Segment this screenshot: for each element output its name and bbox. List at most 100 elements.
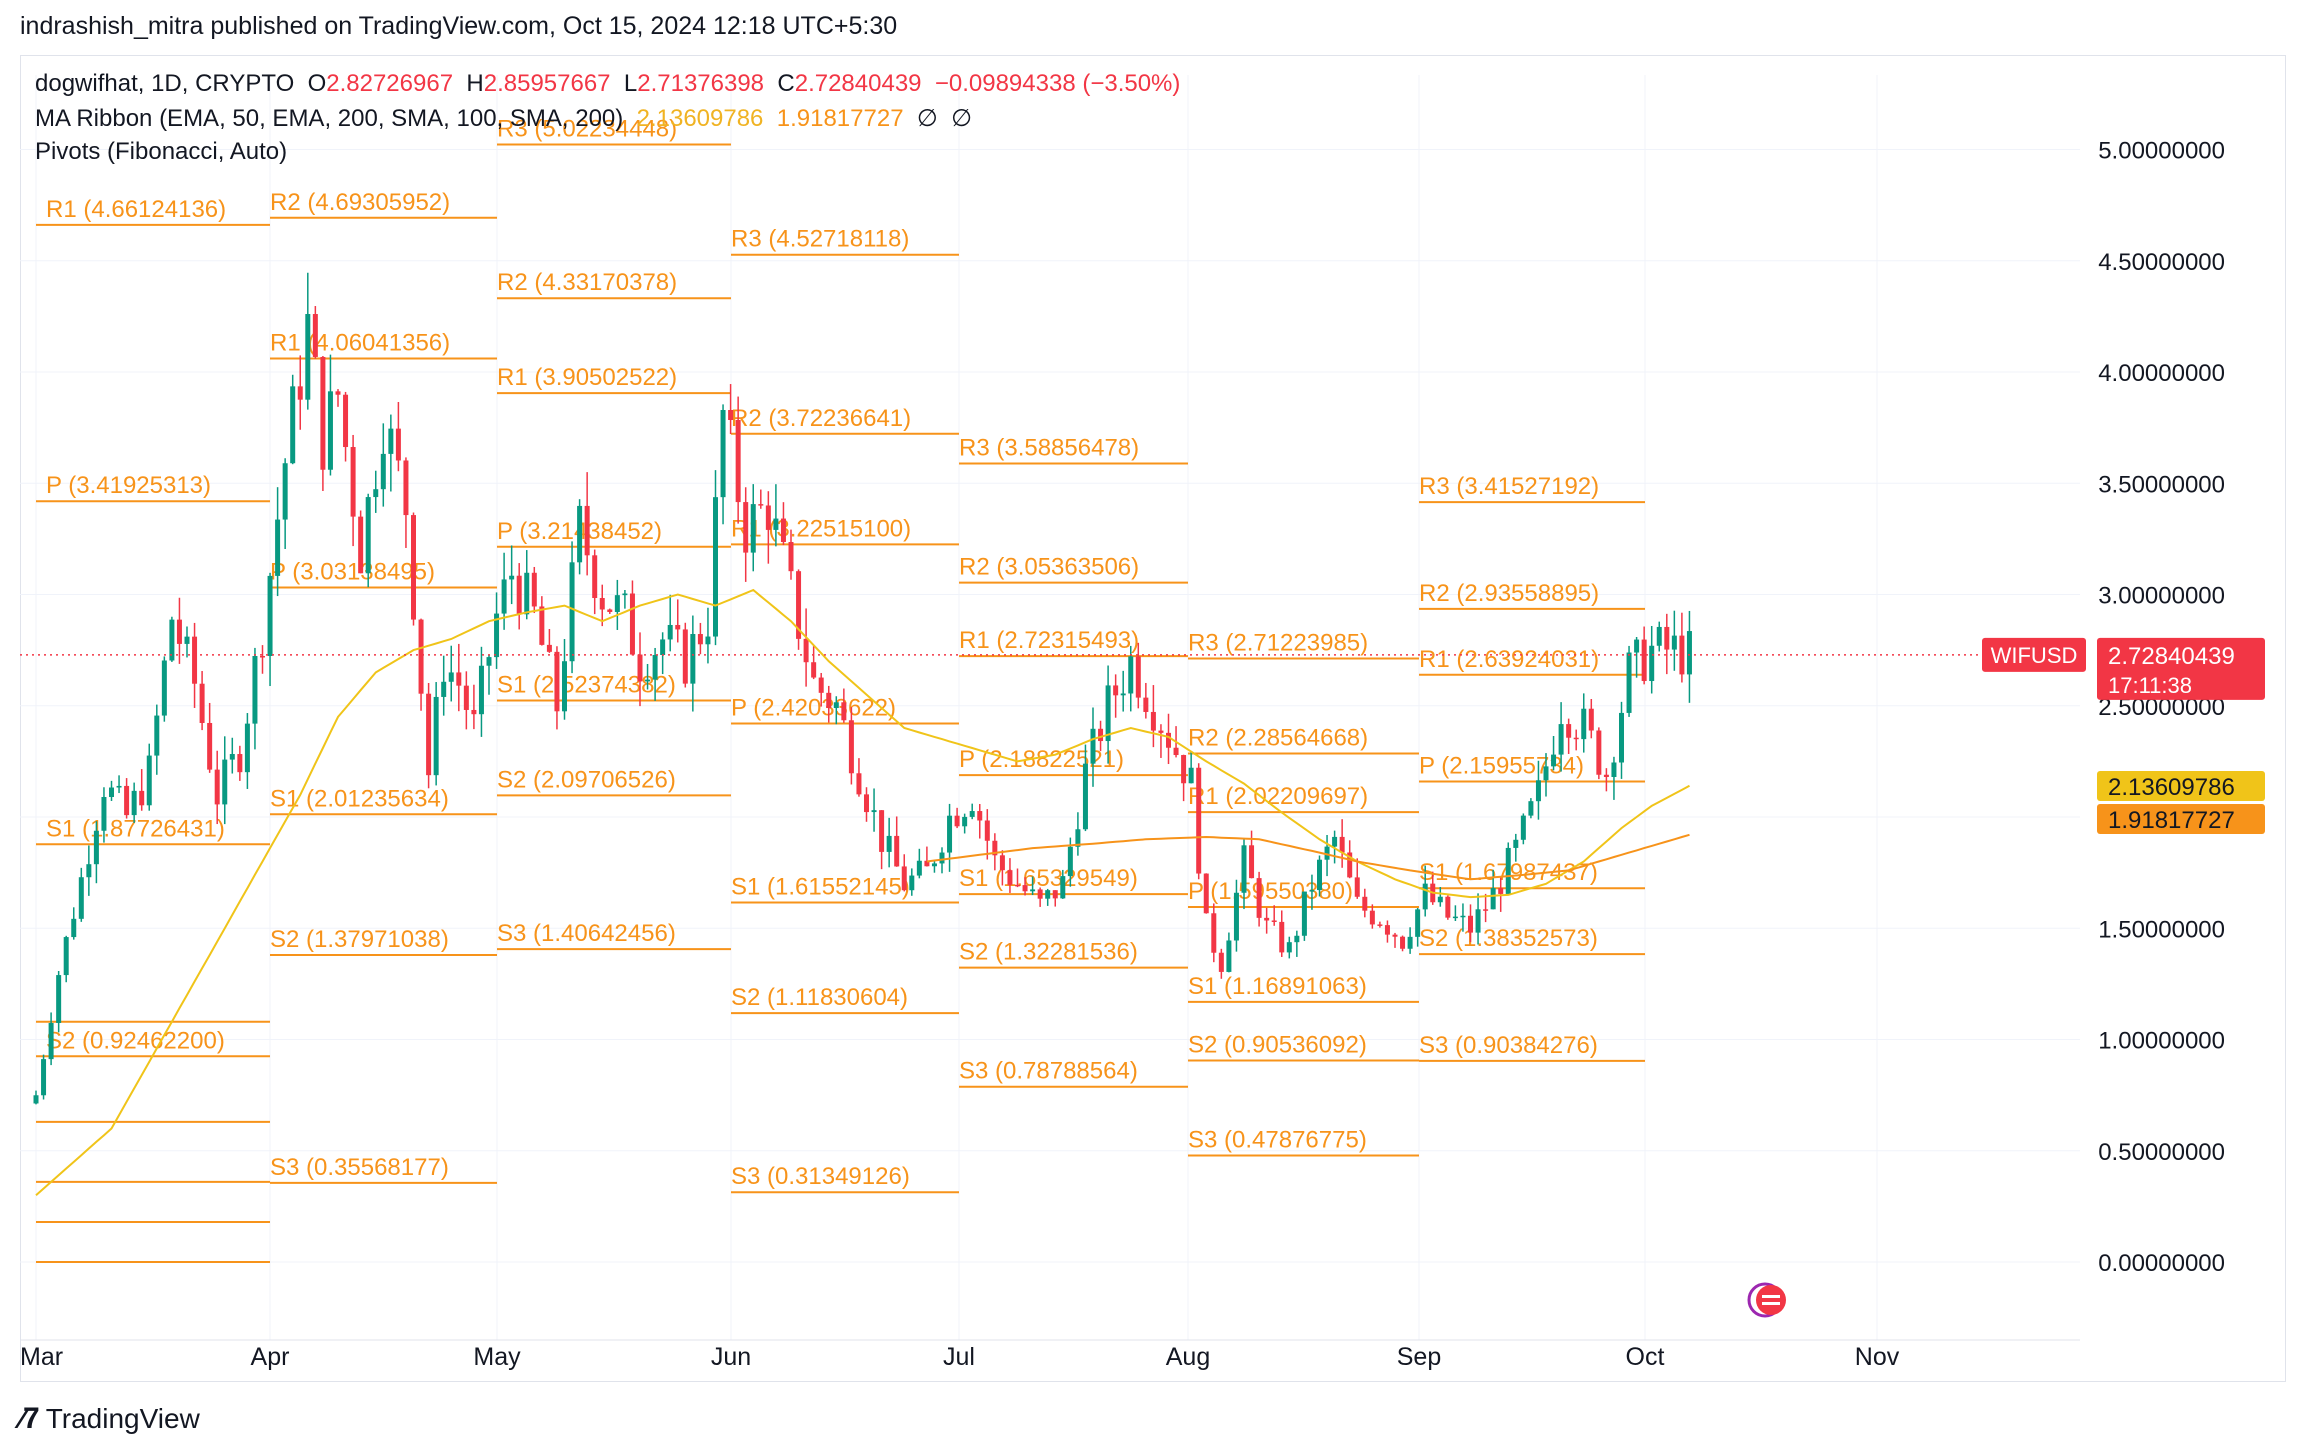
candle-body (1611, 762, 1617, 777)
candle-body (252, 655, 258, 724)
candle-body (562, 661, 567, 712)
candle-body (1309, 890, 1315, 892)
candle-body (796, 571, 802, 639)
candle-body (1354, 877, 1360, 897)
candle-body (584, 505, 590, 556)
candle-body (1596, 730, 1602, 775)
x-axis-tick-label: Aug (1166, 1343, 1210, 1371)
pivot-level-label: R2 (2.28564668) (1188, 724, 1368, 751)
candle-body (471, 709, 477, 715)
candle-body (645, 679, 651, 682)
legend-close: 2.72840439 (794, 70, 922, 97)
pivot-level-label: S1 (1.16891063) (1188, 973, 1367, 1000)
pivot-level-label: P (2.18822521) (959, 746, 1124, 773)
pivot-level-label: S3 (0.31349126) (731, 1163, 910, 1190)
candle-body (1037, 889, 1043, 899)
candle-body (1588, 708, 1594, 731)
candle-body (803, 638, 809, 663)
ma-value-tag-label: 2.13609786 (2108, 774, 2235, 801)
legend-pivots-label: Pivots (Fibonacci, Auto) (35, 138, 288, 165)
candle-body (690, 634, 696, 684)
candle-body (494, 613, 500, 658)
pivot-level-label: R3 (2.71223985) (1188, 630, 1368, 657)
candle-body (1218, 952, 1224, 972)
pivot-level-label: S2 (1.38352573) (1419, 925, 1598, 952)
candle-body (1181, 755, 1187, 784)
legend-symbol: dogwifhat, 1D, CRYPTO (35, 70, 295, 97)
candle-body (607, 609, 613, 612)
tradingview-logo-icon: ⁄7 (20, 1402, 40, 1435)
candle-body (1294, 935, 1300, 943)
y-axis-tick-label: 0.50000000 (2098, 1139, 2225, 1166)
pivot-level-label: P (3.03138495) (270, 559, 435, 586)
candle-body (758, 504, 764, 506)
candle-body (139, 790, 145, 806)
legend-ma-value-2: 1.91817727 (776, 105, 904, 132)
pivot-level-label: R2 (4.33170378) (497, 269, 677, 296)
candle-body (622, 593, 628, 596)
candle-body (999, 855, 1005, 871)
candle-body (1558, 724, 1564, 755)
x-axis-tick-label: Nov (1855, 1343, 1900, 1371)
candle-body (1483, 909, 1489, 911)
candle-body (879, 810, 885, 852)
candle-body (1543, 766, 1549, 781)
candle-body (1271, 920, 1277, 922)
candle-body (305, 314, 311, 400)
pivot-level-label: P (2.42033622) (731, 694, 896, 721)
candle-body (864, 794, 869, 813)
candle-body (1437, 896, 1443, 903)
pivot-level-label: R1 (4.66124136) (46, 196, 226, 223)
candle-body (1045, 890, 1051, 899)
candle-body (448, 672, 454, 682)
candle-body (969, 811, 975, 817)
candle-body (365, 497, 371, 574)
candle-body (63, 937, 69, 976)
candle-body (1279, 921, 1285, 953)
ma-50-line (35, 588, 1690, 1197)
candle-body (260, 655, 265, 658)
pivot-level-label: S2 (1.37971038) (270, 926, 449, 953)
candle-body (1634, 639, 1640, 653)
candle-body (1128, 656, 1134, 694)
candle-body (109, 787, 114, 798)
legend-open: 2.82726967 (326, 70, 454, 97)
candle-body (1520, 815, 1526, 840)
symbol-tag (1982, 637, 2086, 672)
y-axis-tick-label: 3.00000000 (2098, 583, 2225, 610)
pivot-level-label: R3 (3.41527192) (1419, 473, 1599, 500)
candle-body (86, 864, 92, 878)
candle-body (1113, 685, 1119, 696)
candle-body (101, 797, 107, 831)
candle-body (818, 677, 824, 693)
candle-body (335, 391, 341, 395)
legend-high: 2.85957667 (483, 70, 611, 97)
x-axis-tick-label: May (473, 1343, 521, 1371)
candle-body (486, 657, 492, 666)
candle-body (1664, 626, 1670, 650)
candle-body (33, 1095, 39, 1104)
candle-body (977, 811, 983, 821)
candle-body (1105, 685, 1111, 742)
candle-body (1173, 747, 1179, 756)
candle-body (1332, 836, 1338, 847)
candle-body (705, 636, 711, 645)
candle-body (237, 754, 243, 773)
candle-body (244, 723, 250, 773)
footer-brand[interactable]: ⁄7 TradingView (20, 1402, 200, 1436)
last-price-label: 2.72840439 (2108, 643, 2235, 670)
candle-body (124, 785, 130, 816)
candle-body (1392, 934, 1398, 937)
candle-body (728, 410, 734, 420)
ma-200-line (926, 833, 1690, 881)
candle-body (1649, 645, 1655, 682)
candle-body (1030, 889, 1036, 892)
x-axis-tick-label: Oct (1626, 1343, 1665, 1371)
pivot-level-label: S3 (0.47876775) (1188, 1126, 1367, 1153)
symbol-tag-label: WIFUSD (1991, 643, 2078, 668)
x-axis-tick-label: Apr (251, 1343, 290, 1371)
candle-body (841, 702, 847, 721)
candle-body (916, 860, 922, 876)
candle-body (1052, 890, 1058, 899)
